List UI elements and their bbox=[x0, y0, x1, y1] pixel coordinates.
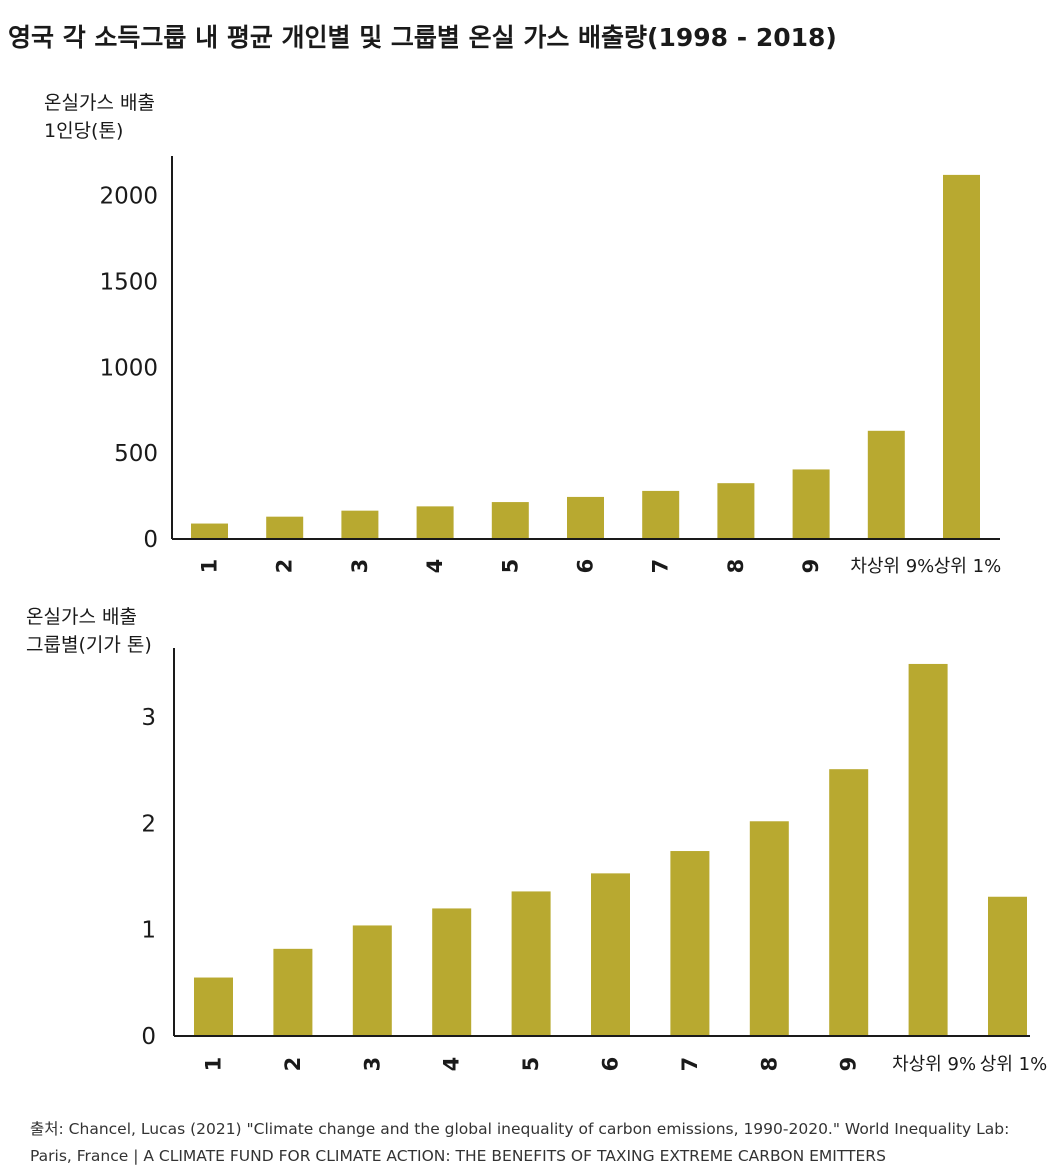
chart2-y-tick-1: 1 bbox=[141, 918, 156, 944]
chart2-bar-8 bbox=[749, 821, 789, 1036]
chart-title: 영국 각 소득그룹 내 평균 개인별 및 그룹별 온실 가스 배출량(1998 … bbox=[8, 23, 837, 52]
chart1-x-tick-1: 1 bbox=[198, 559, 222, 574]
chart1-bar-3 bbox=[341, 510, 379, 539]
chart1-y-tick-1000: 1000 bbox=[99, 355, 158, 381]
chart2-x-tick-7: 7 bbox=[678, 1057, 702, 1072]
chart1-x-tick-3: 3 bbox=[348, 559, 372, 574]
chart1-bar-7 bbox=[642, 490, 680, 539]
chart2-y-tick-2: 2 bbox=[141, 811, 156, 837]
chart2-x-tick-5: 5 bbox=[519, 1057, 543, 1072]
chart1-x-tick-5: 5 bbox=[498, 559, 522, 574]
chart2-bar-10 bbox=[908, 663, 948, 1036]
chart1-y-tick-2000: 2000 bbox=[99, 184, 158, 210]
chart2-bar-6 bbox=[591, 873, 630, 1036]
chart1-y-axis-label-line2: 1인당(톤) bbox=[44, 120, 124, 142]
chart1-bar-10 bbox=[867, 430, 905, 539]
source-note: 출처: Chancel, Lucas (2021) "Climate chang… bbox=[30, 1116, 1060, 1170]
source-line2: Paris, France | A CLIMATE FUND FOR CLIMA… bbox=[30, 1147, 886, 1165]
chart1-y-tick-1500: 1500 bbox=[99, 269, 158, 295]
chart2-y-tick-3: 3 bbox=[141, 705, 156, 731]
chart2-x-tick-10: 차상위 9% bbox=[892, 1054, 976, 1075]
chart2-x-tick-4: 4 bbox=[440, 1057, 464, 1072]
chart1-bar-8 bbox=[717, 483, 755, 539]
chart1-y-tick-500: 500 bbox=[114, 441, 158, 467]
chart1-bar-2 bbox=[266, 516, 304, 539]
chart1-x-tick-10: 차상위 9% bbox=[850, 556, 934, 577]
chart1-x-tick-8: 8 bbox=[724, 559, 748, 574]
chart2-bar-1 bbox=[194, 977, 233, 1036]
chart2-x-tick-8: 8 bbox=[757, 1057, 781, 1072]
chart2-x-tick-11: 상위 1% bbox=[980, 1054, 1047, 1075]
chart2-bar-7 bbox=[670, 851, 710, 1036]
chart2-bar-11 bbox=[988, 896, 1027, 1036]
chart2-bar-9 bbox=[829, 769, 869, 1036]
chart1-bar-5 bbox=[491, 502, 529, 539]
chart2-bar-5 bbox=[511, 891, 551, 1036]
chart2-x-tick-2: 2 bbox=[281, 1057, 305, 1072]
chart2-y-tick-0: 0 bbox=[141, 1024, 156, 1050]
chart2-bar-3 bbox=[352, 925, 392, 1036]
chart1-y-axis-label: 온실가스 배출 1인당(톤) bbox=[44, 89, 155, 145]
chart2-x-tick-9: 9 bbox=[837, 1057, 861, 1072]
source-line1: 출처: Chancel, Lucas (2021) "Climate chang… bbox=[30, 1120, 1010, 1138]
chart2-x-tick-1: 1 bbox=[202, 1057, 226, 1072]
chart1-bar-9 bbox=[792, 469, 830, 539]
chart1-bar-4 bbox=[416, 506, 454, 539]
chart2-y-axis-label-line1: 온실가스 배출 bbox=[26, 606, 137, 628]
chart2-bar-4 bbox=[432, 908, 472, 1036]
chart1-bar-1 bbox=[191, 523, 228, 539]
chart1-x-tick-2: 2 bbox=[273, 559, 297, 574]
chart2-x-tick-6: 6 bbox=[599, 1057, 623, 1072]
chart1-x-tick-11: 상위 1% bbox=[934, 556, 1001, 577]
chart1-y-axis-label-line1: 온실가스 배출 bbox=[44, 92, 155, 114]
chart2-y-axis-label-line2: 그룹별(기가 톤) bbox=[26, 634, 152, 656]
chart1-x-tick-7: 7 bbox=[649, 559, 673, 574]
chart1-x-tick-6: 6 bbox=[574, 559, 598, 574]
chart2-bar-2 bbox=[273, 948, 313, 1036]
chart1-bar-6 bbox=[567, 496, 604, 539]
chart1-x-tick-9: 9 bbox=[799, 559, 823, 574]
chart1-y-tick-0: 0 bbox=[143, 527, 158, 553]
chart1-x-tick-4: 4 bbox=[423, 559, 447, 574]
chart2-y-axis-label: 온실가스 배출 그룹별(기가 톤) bbox=[26, 603, 152, 659]
chart2-x-tick-3: 3 bbox=[360, 1057, 384, 1072]
chart1-bar-11 bbox=[943, 174, 980, 539]
